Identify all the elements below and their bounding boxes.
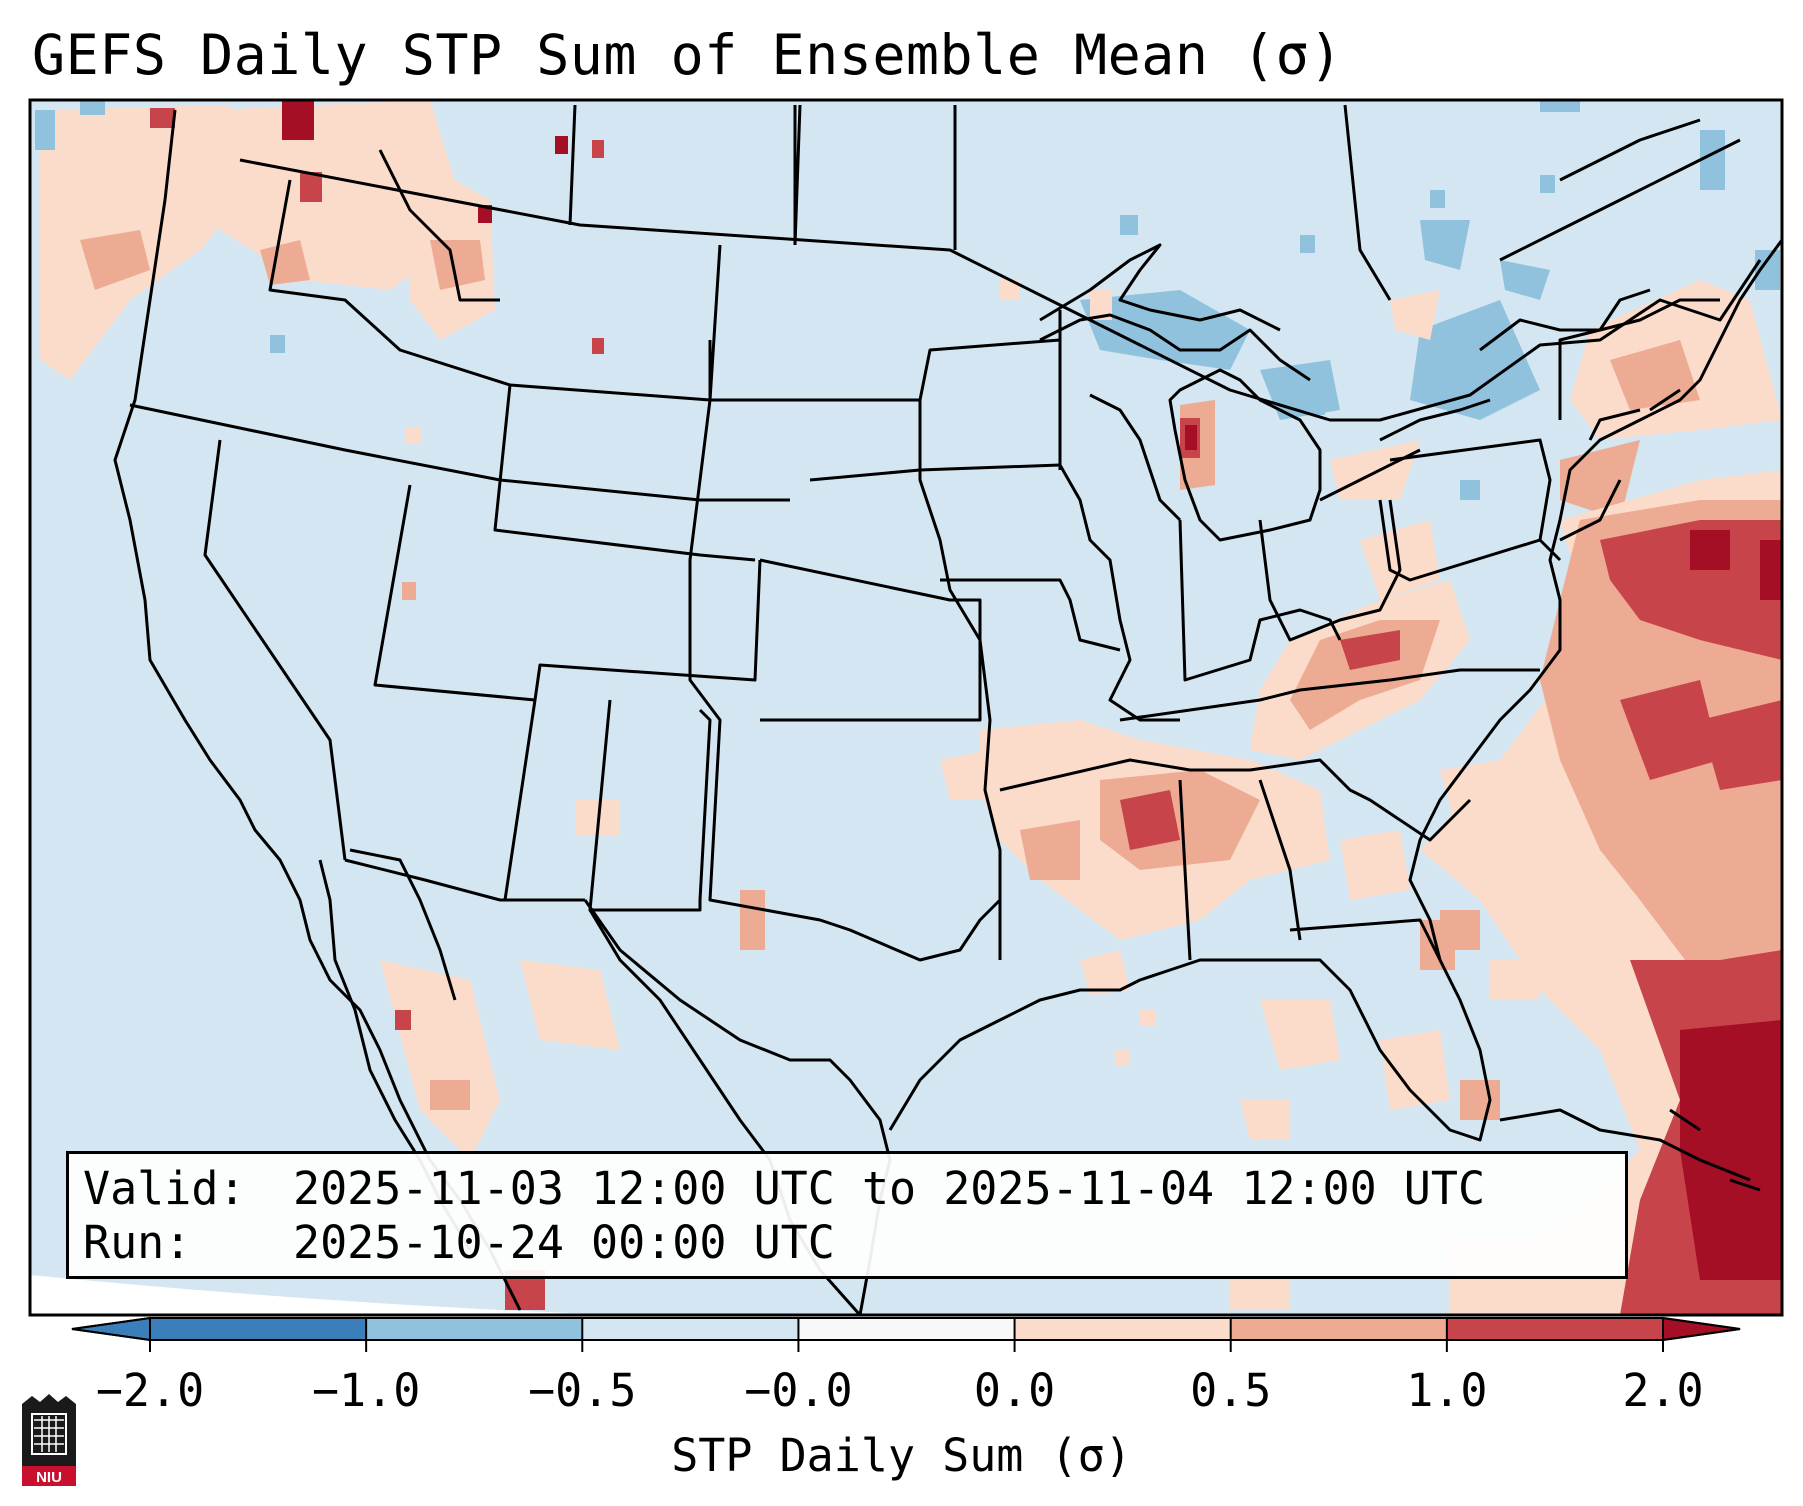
caribbean-islands (1499, 1108, 1761, 1192)
map-frame (28, 98, 1784, 1317)
colorbar-tick-label: −0.5 (528, 1364, 637, 1417)
colorbar-tick-label: −2.0 (95, 1364, 205, 1417)
pacific-coast (113, 109, 522, 1311)
chart-title: GEFS Daily STP Sum of Ensemble Mean (σ) (32, 23, 1343, 87)
colorbar-tick-label: −0.0 (744, 1364, 853, 1417)
anomaly-cells (35, 100, 1782, 1315)
colorbar-tick-label: 2.0 (1622, 1364, 1704, 1417)
niu-logo-text: NIU (36, 1469, 62, 1486)
colorbar-label: STP Daily Sum (σ) (671, 1429, 1132, 1482)
michigan-outline (1168, 368, 1322, 542)
info-box: Valid: 2025-11-03 12:00 UTC to 2025-11-04… (66, 1151, 1628, 1279)
lake-erie-ontario (1319, 398, 1491, 502)
valid-label: Valid: (83, 1162, 246, 1215)
colorbar-tick-label: −1.0 (311, 1364, 421, 1417)
projection-corner (30, 1275, 1000, 1315)
boundaries (113, 104, 1782, 1315)
valid-value: 2025-11-03 12:00 UTC to 2025-11-04 12:00… (293, 1162, 1486, 1215)
niu-logo: NIU (22, 1394, 76, 1486)
run-label: Run: (83, 1216, 192, 1269)
colorbar-tick-label: 0.5 (1190, 1364, 1272, 1417)
us-canada-border (239, 158, 1762, 422)
run-value: 2025-10-24 00:00 UTC (293, 1216, 835, 1269)
colorbar-tick-label: 0.0 (973, 1364, 1056, 1417)
lake-superior (1039, 243, 1281, 332)
colorbar-tick-label: 1.0 (1406, 1364, 1488, 1417)
